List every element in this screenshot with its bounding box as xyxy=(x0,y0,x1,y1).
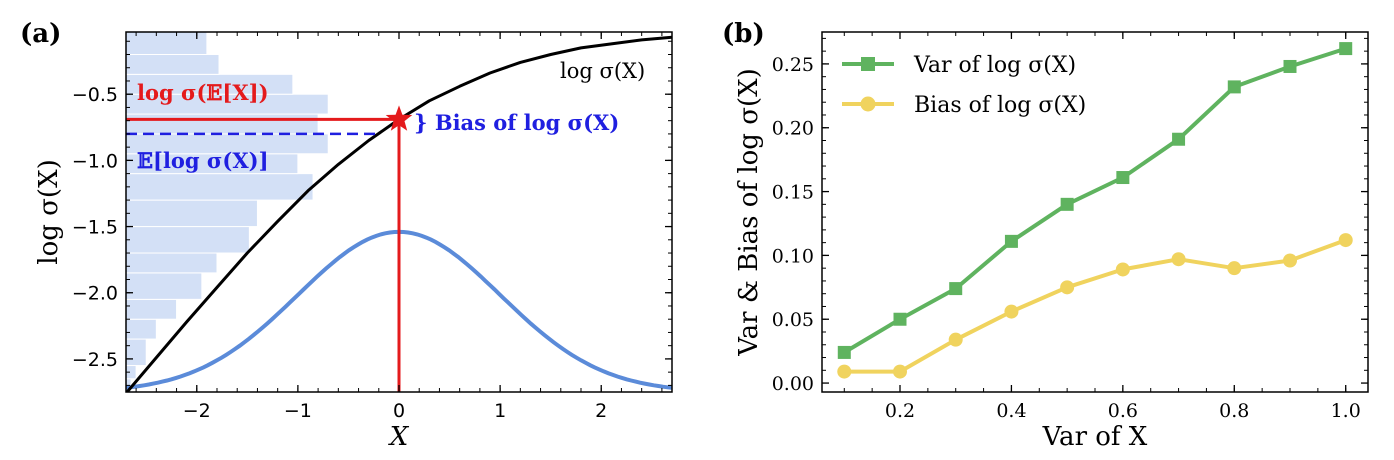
var-data-point xyxy=(1339,42,1353,56)
y-tick-label: −0.5 xyxy=(72,84,118,106)
y-tick-label: −1.5 xyxy=(72,217,118,239)
var-data-point xyxy=(893,312,907,326)
bias-data-point xyxy=(893,364,907,379)
x-tick-label: 0.8 xyxy=(1219,400,1249,422)
histogram-bar xyxy=(126,226,250,254)
bias-data-point xyxy=(1283,253,1297,268)
curve-label: log σ(X) xyxy=(560,59,645,83)
histogram-bar xyxy=(126,54,220,75)
x-axis-label: X xyxy=(388,422,410,452)
panel-a-label: (a) xyxy=(20,19,61,49)
var-data-point xyxy=(837,345,851,359)
bias-series-line xyxy=(844,238,1347,374)
panel-a-plot-area xyxy=(126,32,672,392)
histogram-bar xyxy=(126,113,319,135)
histogram-bar xyxy=(126,272,203,300)
y-tick-label: 0.10 xyxy=(772,245,814,267)
legend-marker xyxy=(860,96,876,112)
y-tick-label: 0.25 xyxy=(772,54,814,76)
bias-data-point xyxy=(948,332,963,347)
y-tick-label: 0.00 xyxy=(772,373,814,395)
y-tick-label: 0.20 xyxy=(772,118,814,140)
x-tick-label: 1.0 xyxy=(1331,400,1361,422)
histogram-bar xyxy=(126,173,314,201)
histogram-bar xyxy=(126,338,147,367)
x-tick-label: −2 xyxy=(183,400,211,422)
legend-entry: Var of log σ(X) xyxy=(913,53,1076,78)
x-tick-label: 0.2 xyxy=(885,400,915,422)
bias-data-point xyxy=(1060,280,1075,295)
expected-log-sigma-label: 𝔼[log σ(X)] xyxy=(137,148,269,173)
bias-label: } Bias of log σ(X) xyxy=(414,110,619,135)
panel-b-label: (b) xyxy=(722,19,765,49)
legend-marker xyxy=(861,57,875,71)
x-tick-label: 0.4 xyxy=(996,400,1026,422)
bias-data-point xyxy=(1171,252,1186,267)
y-axis-label: log σ(X) xyxy=(34,159,64,264)
bias-data-point xyxy=(1004,304,1019,319)
y-tick-label: 0.05 xyxy=(772,309,814,331)
y-tick-label: −2.5 xyxy=(72,349,118,371)
histogram-bar xyxy=(126,298,178,320)
star-marker xyxy=(385,105,413,131)
x-tick-label: 2 xyxy=(595,400,607,422)
x-axis-label: Var of X xyxy=(1042,422,1148,452)
x-tick-label: 0 xyxy=(393,400,405,422)
x-tick-label: −1 xyxy=(284,400,312,422)
panel-b-frame xyxy=(821,31,1369,393)
y-tick-label: 0.15 xyxy=(772,182,814,204)
var-data-point xyxy=(949,282,963,296)
panel-b-chart: 0.2 0.4 0.6 0.8 1.0 0.00 0.05 0.10 0.15 0.20 0.25 V… xyxy=(734,31,1369,452)
histogram-bar xyxy=(126,252,218,274)
bias-data-point xyxy=(1338,233,1353,248)
var-data-point xyxy=(1227,80,1241,94)
legend-entry: Bias of log σ(X) xyxy=(914,93,1086,118)
histogram-bar xyxy=(126,318,157,340)
bias-data-point xyxy=(1227,261,1242,276)
x-tick-label: 1 xyxy=(494,400,506,422)
histogram-bar xyxy=(126,32,208,55)
y-tick-label: −1.0 xyxy=(72,150,118,172)
var-data-point xyxy=(1060,197,1074,211)
y-axis-label: Var & Bias of log σ(X) xyxy=(734,68,764,357)
bias-data-point xyxy=(1115,262,1130,277)
x-tick-label: 0.6 xyxy=(1108,400,1138,422)
var-data-point xyxy=(1283,59,1297,73)
var-series-line xyxy=(843,46,1347,355)
log-sigma-mean-label: log σ(𝔼[X]) xyxy=(137,80,269,105)
var-data-point xyxy=(1004,234,1018,248)
var-data-point xyxy=(1172,132,1186,146)
y-tick-label: −2.0 xyxy=(72,283,118,305)
histogram-bar xyxy=(126,199,258,228)
bias-data-point xyxy=(837,364,852,379)
var-data-point xyxy=(1116,171,1130,185)
